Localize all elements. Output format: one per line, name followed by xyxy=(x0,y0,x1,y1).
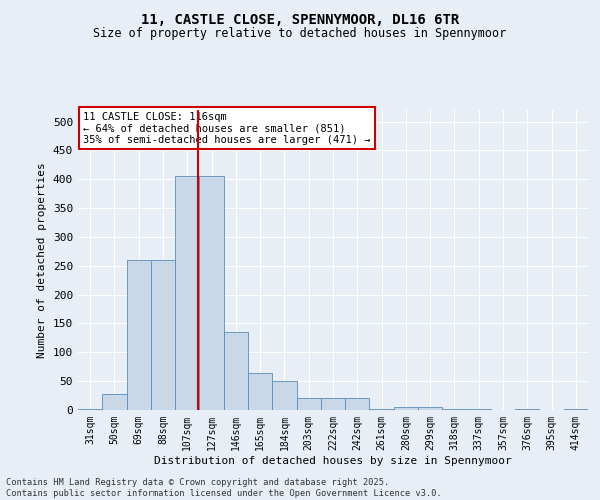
Bar xyxy=(151,260,175,410)
Bar xyxy=(175,176,199,410)
Bar xyxy=(418,407,442,410)
Bar xyxy=(127,260,151,410)
Y-axis label: Number of detached properties: Number of detached properties xyxy=(37,162,47,358)
Bar xyxy=(78,409,102,410)
Bar xyxy=(321,398,345,410)
Text: Size of property relative to detached houses in Spennymoor: Size of property relative to detached ho… xyxy=(94,28,506,40)
Bar xyxy=(224,332,248,410)
Bar xyxy=(345,398,370,410)
Bar xyxy=(199,176,224,410)
Bar xyxy=(248,372,272,410)
Text: 11 CASTLE CLOSE: 116sqm
← 64% of detached houses are smaller (851)
35% of semi-d: 11 CASTLE CLOSE: 116sqm ← 64% of detache… xyxy=(83,112,371,144)
Bar xyxy=(102,394,127,410)
Text: Contains HM Land Registry data © Crown copyright and database right 2025.
Contai: Contains HM Land Registry data © Crown c… xyxy=(6,478,442,498)
Bar xyxy=(394,407,418,410)
Bar xyxy=(296,398,321,410)
Text: 11, CASTLE CLOSE, SPENNYMOOR, DL16 6TR: 11, CASTLE CLOSE, SPENNYMOOR, DL16 6TR xyxy=(141,12,459,26)
X-axis label: Distribution of detached houses by size in Spennymoor: Distribution of detached houses by size … xyxy=(154,456,512,466)
Bar xyxy=(272,381,296,410)
